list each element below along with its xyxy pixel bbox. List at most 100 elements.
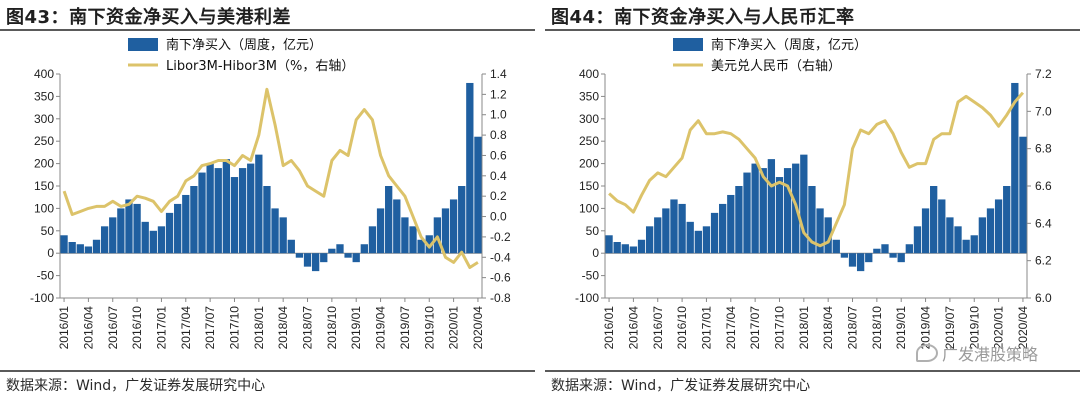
x-tick-label: 2016/10	[130, 306, 144, 350]
series-line	[62, 87, 479, 269]
x-tick-label: 2019/07	[943, 306, 957, 350]
left-tick-label: -50	[37, 269, 55, 283]
x-tick-label: 2017/07	[748, 306, 762, 350]
left-tick-label: 0	[592, 246, 599, 260]
bar	[141, 221, 149, 254]
bar	[271, 208, 279, 254]
left-tick-label: 100	[34, 201, 54, 215]
bar	[352, 253, 360, 263]
left-tick-label: 200	[34, 157, 54, 171]
bar	[719, 203, 727, 254]
bar	[767, 159, 776, 254]
bar	[376, 208, 385, 254]
x-tick-label: 2017/01	[154, 306, 168, 350]
bar	[938, 199, 946, 254]
x-tick-label: 2018/01	[797, 306, 811, 350]
x-tick-label: 2018/07	[846, 306, 860, 350]
x-tick-label: 2019/10	[422, 306, 436, 350]
bar	[133, 203, 141, 254]
x-tick-label: 2019/04	[919, 306, 933, 350]
bar	[970, 235, 978, 254]
bar	[832, 239, 840, 254]
series-line	[608, 91, 1025, 248]
bar	[946, 217, 954, 254]
bar	[255, 154, 263, 254]
bar	[848, 253, 857, 267]
bar	[710, 212, 719, 254]
source-note: 数据来源：Wind，广发证券发展研究中心	[551, 378, 811, 394]
bar	[986, 208, 995, 254]
figure-number: 图43：	[6, 7, 70, 28]
bar	[800, 154, 808, 254]
x-tick-label: 2016/10	[675, 306, 689, 350]
bar	[694, 230, 702, 254]
bar	[287, 239, 295, 254]
bar	[425, 235, 433, 254]
x-tick-label: 2016/01	[57, 306, 71, 350]
left-tick-label: 400	[579, 67, 599, 81]
bar	[824, 217, 832, 254]
left-tick-label: 150	[579, 179, 599, 193]
right-tick-label: 1.0	[490, 108, 507, 122]
bar	[816, 208, 824, 254]
left-tick-label: 350	[34, 89, 54, 103]
bar	[117, 208, 125, 254]
right-tick-label: 6.2	[1035, 254, 1052, 268]
bar	[393, 199, 401, 254]
chart-title: 图43：南下资金净买入与美港利差	[6, 3, 291, 29]
chart-title: 图44：南下资金净买入与人民币汇率	[551, 3, 855, 29]
x-tick-label: 2016/01	[602, 306, 616, 350]
x-tick-label: 2016/07	[651, 306, 665, 350]
bar	[409, 226, 417, 254]
legend-label-bar: 南下净买入（周度，亿元）	[711, 37, 867, 53]
right-tick-label: 6.6	[1035, 179, 1052, 193]
bar	[214, 168, 222, 254]
x-tick-label: 2020/04	[471, 306, 485, 350]
bar	[466, 82, 474, 254]
bar	[92, 239, 101, 254]
bar	[360, 244, 368, 254]
bar	[433, 217, 442, 254]
bar	[637, 239, 646, 254]
bar	[328, 248, 336, 254]
left-tick-label: -100	[30, 291, 54, 305]
chart-panel-44: 图44：南下资金净买入与人民币汇率 -100 -50 0 50 100 150 200 250…	[545, 0, 1080, 400]
bar	[60, 235, 68, 254]
bar	[897, 253, 905, 263]
bar	[913, 226, 922, 254]
x-tick-label: 2019/01	[894, 306, 908, 350]
bar	[978, 217, 987, 254]
left-tick-label: 350	[579, 89, 599, 103]
right-tick-label: -0.4	[490, 250, 511, 264]
bar	[783, 168, 792, 254]
figure-title: 南下资金净买入与人民币汇率	[614, 7, 855, 28]
left-tick-label: 0	[47, 246, 54, 260]
legend-label-line: 美元兑人民币（右轴）	[711, 59, 841, 74]
bar	[743, 172, 751, 254]
left-tick-label: 200	[579, 157, 599, 171]
bar	[385, 186, 393, 254]
bar	[449, 199, 458, 254]
x-tick-label: 2020/01	[447, 306, 461, 350]
bar	[84, 246, 93, 254]
bar	[157, 226, 166, 254]
bar	[109, 217, 117, 254]
bar	[621, 244, 629, 254]
bar	[775, 177, 784, 254]
left-tick-label: 250	[579, 134, 599, 148]
left-tick-label: -50	[582, 269, 600, 283]
left-tick-label: -100	[575, 291, 599, 305]
right-tick-label: 6.8	[1035, 142, 1052, 156]
bar	[458, 186, 466, 254]
bar	[645, 226, 654, 254]
x-tick-label: 2019/04	[374, 306, 388, 350]
x-tick-label: 2018/07	[301, 306, 315, 350]
right-tick-label: 7.0	[1035, 104, 1052, 118]
wechat-icon	[915, 344, 938, 362]
x-tick-label: 2019/07	[398, 306, 412, 350]
bar	[125, 199, 133, 254]
legend-swatch-bar	[673, 38, 703, 51]
right-tick-label: 0.6	[490, 148, 507, 162]
bar	[840, 253, 849, 258]
bar	[295, 253, 304, 258]
